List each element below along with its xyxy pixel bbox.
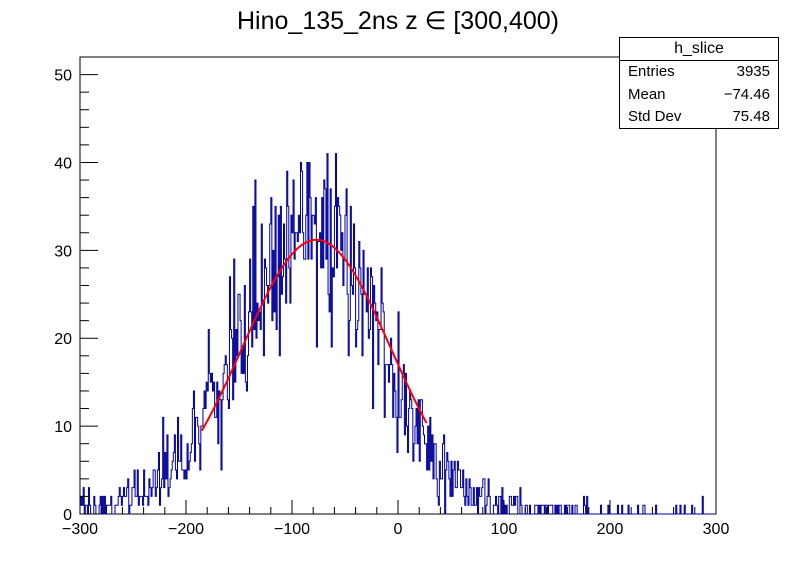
axis-layer: −300 −200 −100 0 100 200 300 0 10 20 30 40 50 bbox=[54, 56, 730, 538]
stats-label: Mean bbox=[628, 85, 666, 103]
y-tick-label: 30 bbox=[54, 243, 72, 260]
y-tick-label: 0 bbox=[63, 507, 72, 524]
chart-title: Hino_135_2ns z ∈ [300,400) bbox=[237, 7, 559, 35]
fit-curve bbox=[201, 238, 428, 432]
x-tick-label: 300 bbox=[703, 521, 730, 538]
x-tick-label: −200 bbox=[168, 521, 204, 538]
stats-box-title: h_slice bbox=[620, 38, 778, 61]
x-tick-label: 200 bbox=[597, 521, 624, 538]
fit-layer bbox=[201, 238, 428, 432]
y-tick-label: 40 bbox=[54, 155, 72, 172]
stats-box: h_slice Entries 3935 Mean −74.46 Std Dev… bbox=[619, 37, 779, 129]
stats-row-mean: Mean −74.46 bbox=[620, 84, 778, 107]
x-tick-label: −100 bbox=[274, 521, 310, 538]
y-tick-label: 50 bbox=[54, 68, 72, 85]
stats-value: 3935 bbox=[736, 63, 770, 80]
stats-value: 75.48 bbox=[732, 108, 770, 125]
stats-row-stddev: Std Dev 75.48 bbox=[620, 106, 778, 129]
stats-value: −74.46 bbox=[723, 85, 770, 103]
stats-label: Std Dev bbox=[628, 108, 682, 125]
histogram-layer bbox=[79, 153, 716, 515]
stats-row-entries: Entries 3935 bbox=[620, 61, 778, 84]
x-tick-label: 0 bbox=[394, 521, 403, 538]
y-tick-label: 10 bbox=[54, 419, 72, 436]
y-tick-label: 20 bbox=[54, 331, 72, 348]
x-tick-label: 100 bbox=[491, 521, 518, 538]
x-tick-label: −300 bbox=[62, 521, 98, 538]
histogram-series bbox=[79, 153, 716, 515]
stats-label: Entries bbox=[628, 63, 675, 80]
